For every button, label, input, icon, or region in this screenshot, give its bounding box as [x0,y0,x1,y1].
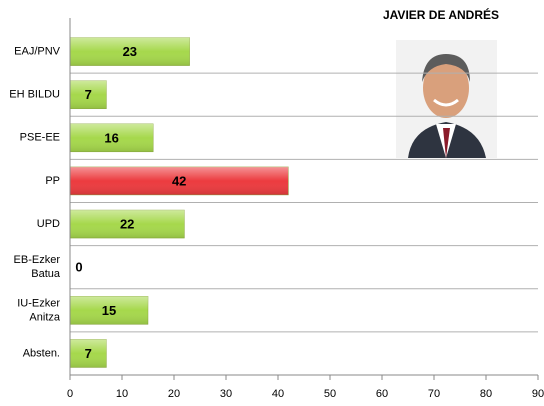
bar-shade [70,339,107,368]
y-tick-label: EAJ/PNV [14,45,61,57]
value-label: 42 [172,173,186,188]
x-tick-label: 50 [324,388,336,400]
value-label: 22 [120,217,134,232]
value-label: 23 [123,44,137,59]
x-tick-label: 70 [428,388,440,400]
x-tick-label: 90 [532,388,544,400]
x-tick-label: 80 [480,388,492,400]
y-tick-label: IU-Ezker Anitza [17,297,61,323]
x-tick-label: 20 [168,388,180,400]
chart-title: JAVIER DE ANDRÉS [383,7,499,22]
bar-shade [70,210,185,239]
value-label: 7 [85,87,92,102]
value-label: 16 [104,130,118,145]
y-tick-label: Absten. [23,347,60,359]
y-tick-label: PSE-EE [20,132,60,144]
value-label: 7 [85,346,92,361]
x-tick-label: 60 [376,388,388,400]
bar-shade [70,166,289,195]
bar-shade [70,37,190,66]
y-tick-label: EH BILDU [9,89,60,101]
x-tick-label: 40 [272,388,284,400]
bar-shade [70,296,148,325]
x-tick-label: 10 [116,388,128,400]
bar-shade [70,80,107,109]
value-label: 15 [102,303,116,318]
y-tick-label: EB-Ezker Batua [14,254,61,280]
x-tick-label: 30 [220,388,232,400]
y-tick-label: PP [45,175,60,187]
x-tick-label: 0 [67,388,73,400]
y-tick-label: UPD [37,218,60,230]
value-label: 0 [75,260,82,275]
bar-shade [70,123,154,152]
portrait [396,40,497,158]
